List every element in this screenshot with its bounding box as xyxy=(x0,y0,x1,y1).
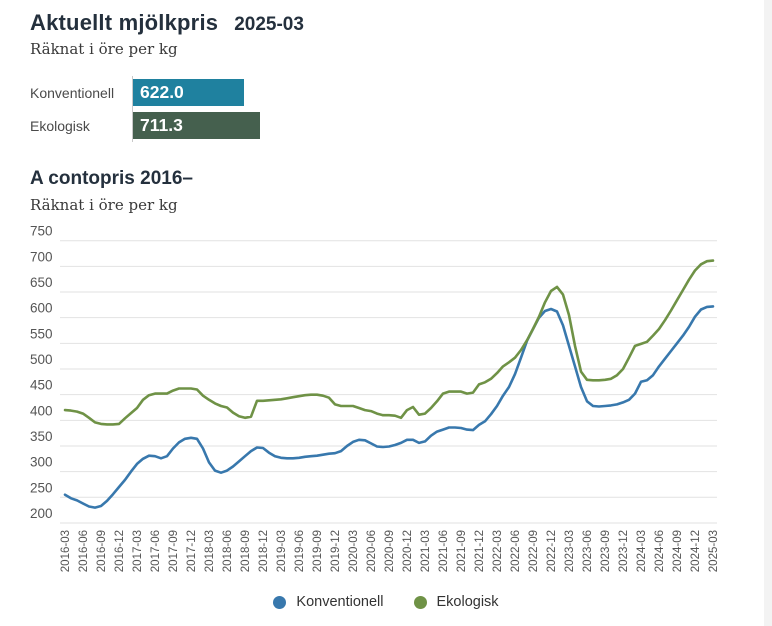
legend-label-ekologisk: Ekologisk xyxy=(436,594,499,610)
x-axis-label: 2017-12 xyxy=(186,530,198,572)
price-bar-row-ekologisk: Ekologisk 711.3 xyxy=(30,109,772,142)
legend-item-konventionell[interactable]: Konventionell xyxy=(273,594,384,610)
x-axis-label: 2022-12 xyxy=(546,530,558,572)
x-axis-label: 2020-12 xyxy=(402,530,414,572)
y-axis-label: 400 xyxy=(30,403,53,418)
x-axis-label: 2023-12 xyxy=(618,530,630,572)
y-axis-label: 700 xyxy=(30,249,53,264)
section-title: A contopris 2016– xyxy=(30,168,193,189)
x-axis-label: 2019-09 xyxy=(312,530,324,572)
x-axis-label: 2023-09 xyxy=(600,530,612,572)
x-axis-label: 2024-06 xyxy=(654,530,666,572)
title-row: Aktuellt mjölkpris 2025-03 xyxy=(30,10,772,36)
price-bar-konventionell: 622.0 xyxy=(133,79,244,106)
x-axis-label: 2016-03 xyxy=(60,530,72,572)
current-price-bars: Konventionell 622.0 Ekologisk 711.3 xyxy=(30,76,772,142)
x-axis-label: 2018-09 xyxy=(240,530,252,572)
y-axis-label: 450 xyxy=(30,378,53,393)
x-axis-label: 2021-12 xyxy=(474,530,486,572)
y-axis-label: 500 xyxy=(30,352,53,367)
x-axis-label: 2020-09 xyxy=(384,530,396,572)
y-axis-label: 200 xyxy=(30,506,53,521)
bar-track: 622.0 xyxy=(132,76,772,109)
y-axis-label: 650 xyxy=(30,275,53,290)
x-axis-label: 2020-03 xyxy=(348,530,360,572)
x-axis-label: 2023-06 xyxy=(582,530,594,572)
ekologisk-dot-icon xyxy=(413,595,427,609)
x-axis-label: 2019-06 xyxy=(294,530,306,572)
y-axis-label: 750 xyxy=(30,224,53,239)
series-line-ekologisk xyxy=(63,259,715,426)
x-axis-label: 2024-09 xyxy=(672,530,684,572)
bar-label-konventionell: Konventionell xyxy=(30,84,115,101)
x-axis-label: 2022-09 xyxy=(528,530,540,572)
bar-value-konventionell: 622.0 xyxy=(140,82,184,102)
x-axis-label: 2019-12 xyxy=(330,530,342,572)
x-axis-label: 2017-09 xyxy=(168,530,180,572)
legend-label-konventionell: Konventionell xyxy=(296,594,384,610)
x-axis-label: 2024-03 xyxy=(636,530,648,572)
page-right-gutter xyxy=(764,0,772,626)
period-label: 2025-03 xyxy=(234,14,304,35)
section-subtitle: Räknat i öre per kg xyxy=(30,196,178,214)
x-axis-label: 2018-06 xyxy=(222,530,234,572)
x-axis-label: 2018-12 xyxy=(258,530,270,572)
y-axis-label: 300 xyxy=(30,455,53,470)
line-chart: 750 700 650 600 550 500 450 400 350 300 250 200 2016… xyxy=(30,224,720,573)
x-axis-label: 2023-03 xyxy=(564,530,576,572)
header: Aktuellt mjölkpris 2025-03 Räknat i öre … xyxy=(0,0,772,214)
bar-value-ekologisk: 711.3 xyxy=(140,115,183,135)
x-axis-label: 2021-06 xyxy=(438,530,450,572)
x-axis-label: 2021-03 xyxy=(420,530,432,572)
x-axis-label: 2018-03 xyxy=(204,530,216,572)
x-axis-label: 2020-06 xyxy=(366,530,378,572)
x-axis-label: 2016-09 xyxy=(96,530,108,572)
y-axis-label: 550 xyxy=(30,326,53,341)
chart-legend: Konventionell Ekologisk xyxy=(0,594,772,610)
x-axis-label: 2022-06 xyxy=(510,530,522,572)
x-axis-label: 2017-06 xyxy=(150,530,162,572)
konventionell-dot-icon xyxy=(273,595,287,609)
y-axis-label: 350 xyxy=(30,429,53,444)
x-axis-label: 2019-03 xyxy=(276,530,288,572)
x-axis-label: 2021-09 xyxy=(456,530,468,572)
series-line-konventionell xyxy=(63,305,715,509)
x-axis-label: 2016-06 xyxy=(78,530,90,572)
page-title: Aktuellt mjölkpris xyxy=(30,10,219,35)
x-axis-label: 2017-03 xyxy=(132,530,144,572)
x-axis-label: 2022-03 xyxy=(492,530,504,572)
bar-track: 711.3 xyxy=(132,109,772,142)
price-bar-row-konventionell: Konventionell 622.0 xyxy=(30,76,772,109)
bar-label-ekologisk: Ekologisk xyxy=(30,117,90,134)
price-bar-ekologisk: 711.3 xyxy=(133,112,260,139)
y-axis-label: 250 xyxy=(30,480,53,495)
y-axis-label: 600 xyxy=(30,301,53,316)
page-subtitle: Räknat i öre per kg xyxy=(30,40,178,58)
x-axis-label: 2025-03 xyxy=(708,530,720,572)
x-axis-label: 2016-12 xyxy=(114,530,126,572)
legend-item-ekologisk[interactable]: Ekologisk xyxy=(413,594,499,610)
x-axis-label: 2024-12 xyxy=(690,530,702,572)
